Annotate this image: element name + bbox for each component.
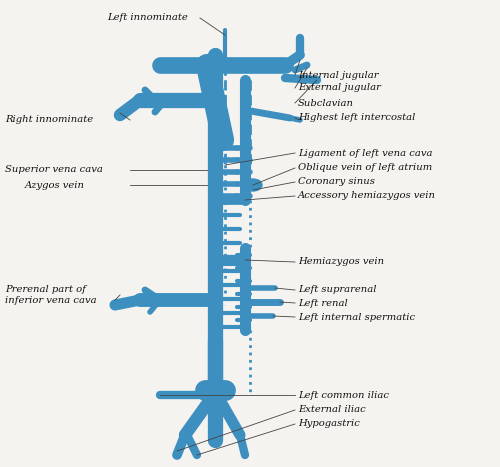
Text: External iliac: External iliac xyxy=(298,405,366,415)
Text: Coronary sinus: Coronary sinus xyxy=(298,177,375,186)
Text: Left suprarenal: Left suprarenal xyxy=(298,285,376,295)
Text: Hemiazygos vein: Hemiazygos vein xyxy=(298,257,384,267)
Text: Right innominate: Right innominate xyxy=(5,115,93,125)
Text: Ligament of left vena cava: Ligament of left vena cava xyxy=(298,149,432,157)
Text: Prerenal part of
inferior vena cava: Prerenal part of inferior vena cava xyxy=(5,285,96,304)
Text: Azygos vein: Azygos vein xyxy=(25,181,85,190)
Text: Oblique vein of left atrium: Oblique vein of left atrium xyxy=(298,163,432,172)
Text: Accessory hemiazygos vein: Accessory hemiazygos vein xyxy=(298,191,436,200)
Ellipse shape xyxy=(244,179,262,191)
Text: Left innominate: Left innominate xyxy=(108,14,188,22)
Text: Internal jugular: Internal jugular xyxy=(298,71,378,79)
Text: Left renal: Left renal xyxy=(298,298,348,307)
Text: Superior vena cava: Superior vena cava xyxy=(5,165,103,175)
Text: Left internal spermatic: Left internal spermatic xyxy=(298,312,415,321)
Text: Left common iliac: Left common iliac xyxy=(298,390,389,399)
Text: Highest left intercostal: Highest left intercostal xyxy=(298,113,416,122)
Text: External jugular: External jugular xyxy=(298,84,381,92)
Text: Subclavian: Subclavian xyxy=(298,99,354,107)
Text: Hypogastric: Hypogastric xyxy=(298,419,360,429)
